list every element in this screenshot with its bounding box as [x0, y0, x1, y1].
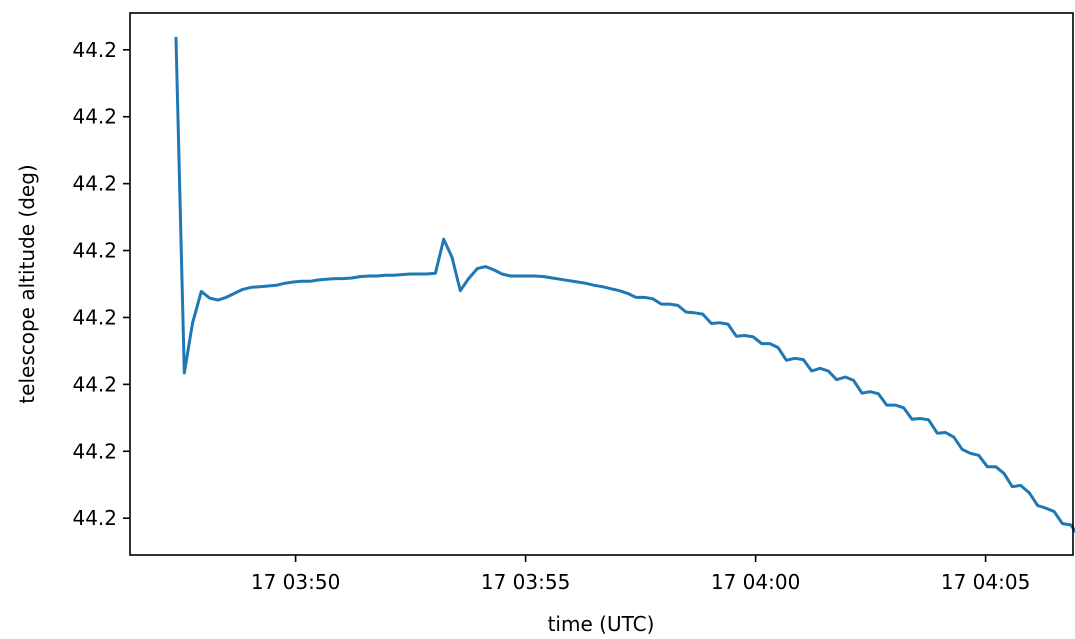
- y-tick-label: 44.2: [72, 439, 117, 463]
- x-tick-label: 17 04:05: [941, 570, 1030, 594]
- y-axis: 44.2 44.2 44.2 44.2 44.2 44.2 44.2 44.2: [72, 38, 130, 530]
- y-tick-label: 44.2: [72, 172, 117, 196]
- x-tick-label: 17 04:00: [711, 570, 800, 594]
- y-axis-label: telescope altitude (deg): [15, 164, 39, 403]
- y-tick-label: 44.2: [72, 305, 117, 329]
- x-axis: 17 03:50 17 03:55 17 04:00 17 04:05: [251, 555, 1030, 594]
- y-tick-label: 44.2: [72, 372, 117, 396]
- series-layer: [174, 36, 1075, 534]
- y-tick-label: 44.2: [72, 506, 117, 530]
- y-tick-label: 44.2: [72, 105, 117, 129]
- series-line-0: [174, 36, 1075, 534]
- plot-area-frame: [129, 12, 1074, 556]
- x-axis-label: time (UTC): [548, 612, 655, 636]
- y-tick-label: 44.2: [72, 239, 117, 263]
- y-tick-label: 44.2: [72, 38, 117, 62]
- x-tick-label: 17 03:50: [251, 570, 340, 594]
- x-tick-label: 17 03:55: [481, 570, 570, 594]
